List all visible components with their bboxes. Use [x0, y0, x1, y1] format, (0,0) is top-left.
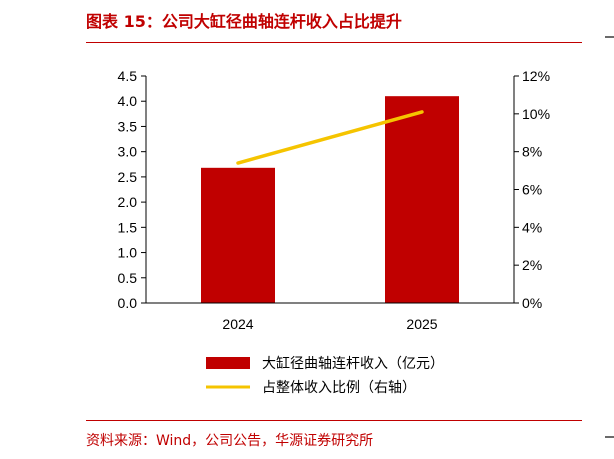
y-tick-label-left: 1.0 — [118, 245, 138, 261]
y-tick-label-right: 0% — [522, 295, 542, 311]
y-tick-label-right: 4% — [522, 219, 542, 235]
y-tick-label-left: 2.0 — [118, 194, 138, 210]
legend-label-bar: 大缸径曲轴连杆收入（亿元） — [262, 355, 444, 372]
y-tick-label-left: 0.5 — [118, 270, 138, 286]
x-tick-label: 2025 — [406, 316, 437, 332]
y-tick-label-right: 2% — [522, 257, 542, 273]
title-rule — [86, 42, 582, 43]
cropped-edge-mark — [605, 436, 614, 452]
y-tick-label-left: 4.5 — [118, 68, 138, 84]
y-tick-label-right: 6% — [522, 182, 542, 198]
y-tick-label-right: 8% — [522, 144, 542, 160]
y-tick-label-right: 12% — [522, 68, 550, 84]
y-tick-label-left: 2.5 — [118, 169, 138, 185]
legend-label-line: 占整体收入比例（右轴） — [262, 380, 416, 396]
ratio-line — [236, 110, 424, 165]
x-tick-label: 2024 — [222, 316, 253, 332]
source-note: 资料来源：Wind，公司公告，华源证券研究所 — [86, 433, 374, 449]
y-tick-label-left: 4.0 — [118, 93, 138, 109]
figure-title: 图表 15：公司大缸径曲轴连杆收入占比提升 — [86, 12, 402, 31]
y-tick-label-left: 0.0 — [118, 295, 138, 311]
y-tick-label-left: 3.0 — [118, 144, 138, 160]
y-tick-label-left: 3.5 — [118, 118, 138, 134]
y-tick-label-left: 1.5 — [118, 219, 138, 235]
bar-2024 — [201, 167, 275, 303]
source-rule — [86, 420, 582, 421]
bar-2025 — [385, 96, 459, 303]
cropped-edge-mark — [605, 36, 614, 52]
legend-swatch-bar — [206, 357, 250, 369]
y-tick-label-right: 10% — [522, 106, 550, 122]
